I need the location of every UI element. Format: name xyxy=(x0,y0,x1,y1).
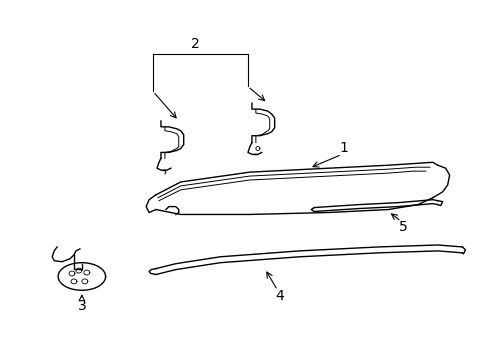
Text: 5: 5 xyxy=(398,220,407,234)
Text: 1: 1 xyxy=(339,141,347,156)
Text: 2: 2 xyxy=(191,37,200,51)
Text: 4: 4 xyxy=(275,289,284,303)
Text: 3: 3 xyxy=(77,299,86,313)
